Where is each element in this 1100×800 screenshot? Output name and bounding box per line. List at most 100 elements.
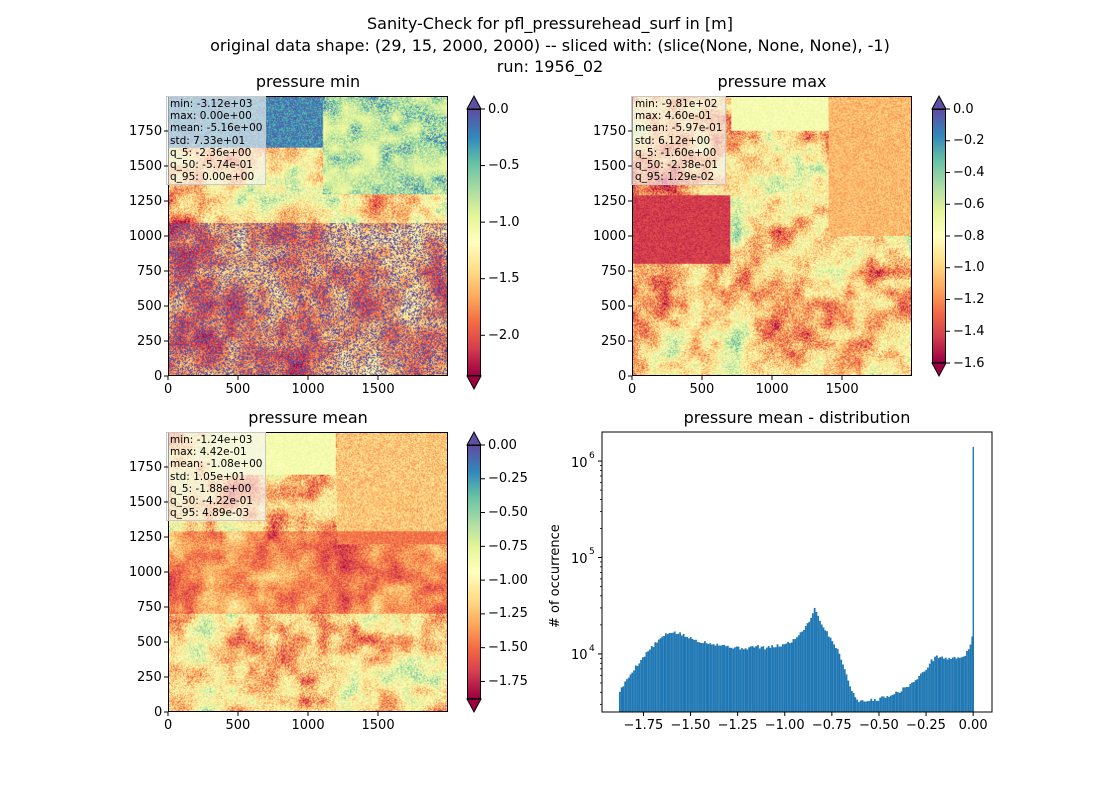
stats-line: q_5: -2.36e+00: [170, 146, 252, 159]
histogram-bar: [633, 670, 635, 712]
histogram-bar: [918, 676, 921, 712]
histogram-bar: [650, 646, 653, 712]
y-tick-label: 750: [601, 263, 626, 279]
y-tick-label: 250: [137, 333, 162, 349]
histogram-bar: [955, 658, 958, 712]
histogram-bar: [891, 694, 894, 712]
histogram-bar: [889, 695, 892, 712]
histogram-bar: [905, 687, 908, 712]
colorbar-extend-top: [466, 94, 482, 110]
y-tick-label: 1500: [593, 158, 627, 174]
histogram-bar: [622, 686, 625, 712]
histogram-bar: [716, 643, 719, 712]
histogram-bar: [861, 700, 864, 712]
histogram-bar: [829, 637, 832, 712]
histogram-bar: [705, 643, 708, 712]
histogram-bar: [900, 691, 903, 712]
histogram-bar: [700, 643, 703, 712]
colorbar-tick-label: −1.2: [953, 292, 985, 307]
y-tick-label: 500: [137, 634, 162, 650]
stats-line: max: 4.42e-01: [170, 446, 247, 459]
histogram-bar: [624, 681, 627, 712]
colorbar-extend-bottom: [466, 698, 482, 714]
colorbar-tick-label: 0.0: [953, 101, 974, 117]
colorbar-tick-label: −2.0: [488, 327, 520, 343]
histogram-bar: [656, 642, 658, 712]
stats-box-pressure-mean: min: -1.24e+03 max: 4.42e-01 mean: -1.08e+…: [166, 432, 267, 522]
histogram-bar: [960, 657, 963, 712]
y-tick-label: 250: [601, 333, 626, 349]
histogram-bar: [859, 700, 862, 712]
histogram-bar: [897, 692, 899, 712]
histogram-bar: [833, 644, 836, 712]
histogram-bar: [689, 637, 692, 712]
y-tick-label: 1250: [129, 529, 163, 545]
histogram-bar: [824, 630, 827, 712]
y-tick-label: 1000: [129, 228, 163, 244]
histogram-bar: [957, 657, 959, 712]
histogram-bar: [866, 701, 869, 712]
stats-box-pressure-max: min: -9.81e+02 max: 4.60e-01 mean: -5.97e-…: [631, 96, 727, 186]
histogram-bar: [966, 651, 968, 712]
histogram-bar: [868, 700, 871, 712]
histogram-bar: [732, 648, 735, 712]
histogram-bar: [884, 697, 887, 712]
histogram-bar: [944, 657, 947, 712]
y-tick-label: 1500: [129, 494, 163, 510]
histogram-bar: [691, 638, 694, 712]
x-tick-label: −1.00: [764, 718, 805, 733]
histogram-bar: [794, 639, 797, 712]
colorbar-tick-label: −0.25: [488, 471, 528, 487]
histogram-bar: [840, 659, 843, 712]
histogram-bar: [765, 647, 768, 712]
histogram-bar: [810, 617, 812, 712]
heatmap-pressure-mean: [168, 432, 448, 712]
histogram-bar: [946, 659, 949, 712]
histogram-bar: [739, 649, 742, 712]
histogram-bar: [634, 665, 637, 712]
histogram-bar: [751, 646, 754, 712]
histogram-bar: [826, 631, 828, 712]
histogram-bar: [680, 635, 683, 712]
histogram-bar: [734, 647, 736, 712]
x-tick-label: −0.25: [906, 718, 946, 733]
y-tick-exponent: 5: [589, 547, 595, 558]
histogram-bar: [640, 660, 642, 712]
histogram-bar: [934, 656, 936, 712]
histogram-bar: [693, 639, 696, 712]
histogram-bar: [972, 446, 974, 712]
histogram-bar: [718, 645, 720, 712]
histogram-bar: [815, 611, 818, 712]
histogram-bar: [893, 694, 896, 712]
histogram-bar: [822, 627, 825, 712]
colorbar-tick-label: −0.2: [953, 133, 985, 149]
stats-line: std: 6.12e+00: [635, 134, 711, 147]
histogram-bar: [803, 629, 805, 712]
colorbar-extend-top: [466, 430, 482, 446]
histogram-bar: [819, 620, 821, 712]
histogram-bar: [677, 633, 680, 712]
histogram-bar: [813, 607, 816, 712]
histogram-bar: [850, 690, 853, 712]
histogram-bar: [937, 658, 940, 712]
histogram-bar: [914, 680, 917, 712]
y-tick-label: 0: [154, 368, 163, 384]
histogram-bar: [618, 691, 621, 712]
colorbar-extend-top: [931, 94, 947, 110]
y-tick-label: 1750: [129, 123, 163, 139]
histogram-bar: [663, 636, 666, 712]
x-tick-label: −0.75: [811, 718, 852, 733]
histogram-bar: [707, 644, 710, 712]
stats-line: max: 0.00e+00: [170, 110, 252, 123]
histogram-bar: [746, 649, 749, 712]
stats-line: q_95: 0.00e+00: [170, 171, 255, 184]
histogram-bar: [873, 699, 876, 712]
histogram-bar: [723, 644, 726, 712]
colorbar-tick-label: −1.5: [488, 271, 520, 287]
histogram-bar: [788, 643, 791, 712]
histogram-bar: [769, 647, 772, 712]
histogram-bar: [951, 657, 954, 712]
stats-line: q_5: -1.60e+00: [635, 146, 717, 159]
x-tick-label: 1500: [825, 382, 859, 397]
histogram-bar: [898, 692, 901, 712]
